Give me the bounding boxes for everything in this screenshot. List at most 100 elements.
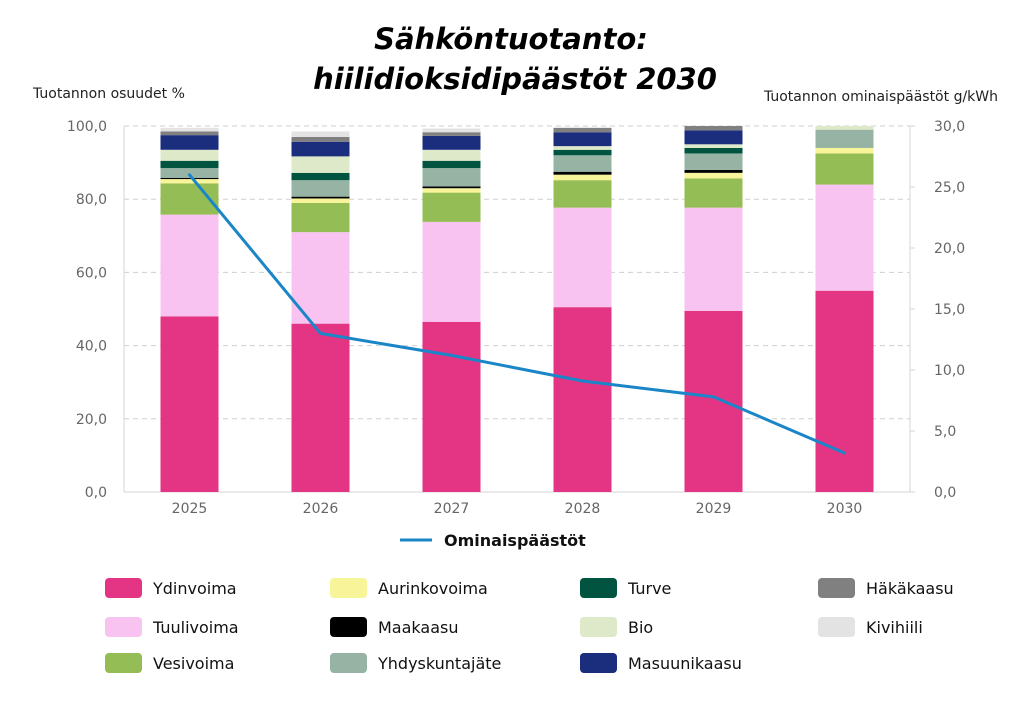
left-tick-label: 0,0 bbox=[85, 485, 107, 501]
right-tick-label: 30,0 bbox=[934, 119, 965, 135]
bar-segment-aurinkovoima bbox=[291, 198, 350, 203]
legend-label-häkäkaasu: Häkäkaasu bbox=[866, 579, 954, 598]
bars bbox=[160, 126, 874, 492]
bar-segment-tuulivoima bbox=[815, 184, 874, 291]
legend-label-kivihiili: Kivihiili bbox=[866, 618, 923, 637]
bar-segment-masuunikaasu bbox=[422, 135, 481, 150]
chart-title-line-1: Sähköntuotanto: bbox=[374, 22, 648, 56]
bar-segment-maakaasu bbox=[422, 186, 481, 189]
line-legend: Ominaispäästöt bbox=[400, 531, 586, 550]
legend-label-aurinkovoima: Aurinkovoima bbox=[378, 579, 488, 598]
right-tick-label: 15,0 bbox=[934, 302, 965, 318]
right-tick-label: 20,0 bbox=[934, 241, 965, 257]
x-tick-label: 2027 bbox=[434, 501, 470, 517]
chart-title: Sähköntuotanto: hiilidioksidipäästöt 203… bbox=[313, 22, 717, 96]
bar-segment-masuunikaasu bbox=[160, 135, 219, 150]
bar-segment-ydinvoima bbox=[553, 307, 612, 492]
left-tick-label: 80,0 bbox=[76, 192, 107, 208]
legend-swatch-masuunikaasu bbox=[580, 653, 617, 673]
right-axis-title: Tuotannon ominaispäästöt g/kWh bbox=[763, 89, 998, 105]
bar-segment-häkäkaasu bbox=[291, 136, 350, 142]
legend-swatch-turve bbox=[580, 578, 617, 598]
legend-swatch-maakaasu bbox=[330, 617, 367, 637]
bar-segment-turve bbox=[291, 172, 350, 181]
bar-segment-vesivoima bbox=[422, 192, 481, 222]
bar-segment-kivihiili bbox=[422, 128, 481, 133]
x-tick-label: 2028 bbox=[565, 501, 601, 517]
bar-segment-yhdyskuntajäte bbox=[815, 129, 874, 148]
legend-label-yhdyskuntajäte: Yhdyskuntajäte bbox=[377, 654, 501, 673]
bar-segment-kivihiili bbox=[291, 131, 350, 137]
bar-segment-bio bbox=[291, 156, 350, 173]
legend-label-tuulivoima: Tuulivoima bbox=[152, 618, 239, 637]
emission-line-path bbox=[188, 173, 846, 455]
bar-segment-bio bbox=[422, 149, 481, 161]
bar-segment-turve bbox=[553, 149, 612, 156]
grid bbox=[124, 125, 910, 420]
bar-segment-ydinvoima bbox=[422, 321, 481, 492]
bar-segment-tuulivoima bbox=[422, 221, 481, 322]
legend: Ydinvoima Tuulivoima Vesivoima Aurinkovoima… bbox=[105, 578, 954, 673]
bar-segment-ydinvoima bbox=[291, 323, 350, 492]
bar-segment-häkäkaasu bbox=[684, 126, 743, 131]
bar-segment-yhdyskuntajäte bbox=[291, 180, 350, 197]
bar-segment-bio bbox=[553, 146, 612, 150]
legend-swatch-ydinvoima bbox=[105, 578, 142, 598]
right-tick-label: 5,0 bbox=[934, 424, 956, 440]
right-tick-label: 25,0 bbox=[934, 180, 965, 196]
bar-segment-bio bbox=[160, 149, 219, 161]
x-tick-label: 2030 bbox=[827, 501, 863, 517]
bar-segment-tuulivoima bbox=[684, 207, 743, 311]
left-tick-label: 20,0 bbox=[76, 412, 107, 428]
right-axis-ticks: 0,0 5,0 10,0 15,0 20,0 25,0 30,0 bbox=[910, 119, 965, 501]
legend-swatch-kivihiili bbox=[818, 617, 855, 637]
chart-title-line-2: hiilidioksidipäästöt 2030 bbox=[313, 62, 717, 96]
bar-segment-ydinvoima bbox=[815, 290, 874, 492]
x-tick-label: 2029 bbox=[696, 501, 732, 517]
bar-segment-häkäkaasu bbox=[422, 132, 481, 136]
bar-segment-vesivoima bbox=[815, 153, 874, 185]
bar-segment-masuunikaasu bbox=[291, 141, 350, 157]
bar-segment-häkäkaasu bbox=[553, 127, 612, 133]
legend-swatch-bio bbox=[580, 617, 617, 637]
x-axis-ticks: 2025 2026 2027 2028 2029 2030 bbox=[172, 501, 863, 517]
bar-segment-bio bbox=[815, 126, 874, 130]
legend-label-bio: Bio bbox=[628, 618, 653, 637]
bar-segment-aurinkovoima bbox=[160, 179, 219, 184]
bar-segment-kivihiili bbox=[160, 127, 219, 132]
bar-segment-maakaasu bbox=[553, 171, 612, 175]
bar-segment-aurinkovoima bbox=[553, 174, 612, 181]
bar-segment-maakaasu bbox=[160, 177, 219, 180]
bar-segment-masuunikaasu bbox=[684, 130, 743, 145]
left-tick-label: 100,0 bbox=[67, 119, 107, 135]
x-tick-label: 2026 bbox=[303, 501, 339, 517]
bar-segment-vesivoima bbox=[291, 202, 350, 233]
legend-label-ydinvoima: Ydinvoima bbox=[152, 579, 237, 598]
bar-segment-turve bbox=[160, 160, 219, 169]
legend-swatch-vesivoima bbox=[105, 653, 142, 673]
right-tick-label: 10,0 bbox=[934, 363, 965, 379]
axes bbox=[123, 126, 911, 493]
legend-swatch-tuulivoima bbox=[105, 617, 142, 637]
legend-label-turve: Turve bbox=[627, 579, 671, 598]
legend-swatch-aurinkovoima bbox=[330, 578, 367, 598]
legend-label-vesivoima: Vesivoima bbox=[153, 654, 234, 673]
bar-segment-ydinvoima bbox=[160, 316, 219, 492]
left-axis-ticks: 0,0 20,0 40,0 60,0 80,0 100,0 bbox=[67, 119, 107, 501]
bar-segment-aurinkovoima bbox=[684, 172, 743, 179]
bar-segment-maakaasu bbox=[291, 196, 350, 199]
bar-segment-turve bbox=[684, 147, 743, 154]
legend-label-masuunikaasu: Masuunikaasu bbox=[628, 654, 742, 673]
legend-label-maakaasu: Maakaasu bbox=[378, 618, 458, 637]
bar-segment-yhdyskuntajäte bbox=[684, 153, 743, 170]
bar-segment-turve bbox=[422, 160, 481, 169]
emission-line bbox=[188, 173, 846, 455]
bar-segment-yhdyskuntajäte bbox=[553, 155, 612, 172]
left-axis-title: Tuotannon osuudet % bbox=[32, 86, 185, 102]
bar-segment-yhdyskuntajäte bbox=[160, 168, 219, 178]
bar-segment-bio bbox=[684, 144, 743, 148]
left-tick-label: 60,0 bbox=[76, 265, 107, 281]
legend-swatch-häkäkaasu bbox=[818, 578, 855, 598]
bar-segment-tuulivoima bbox=[160, 214, 219, 317]
